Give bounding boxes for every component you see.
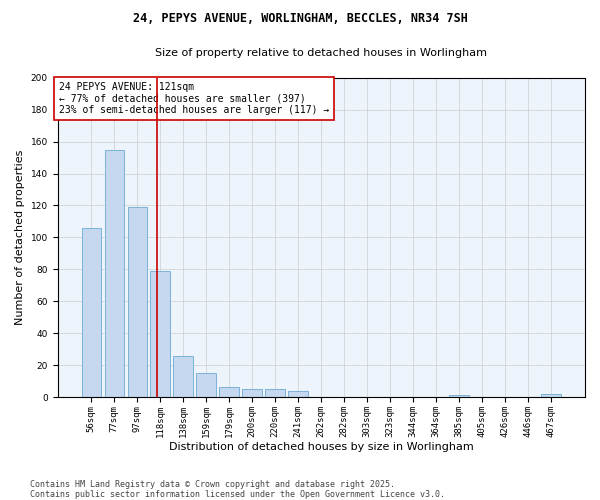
Bar — [128, 207, 147, 397]
Bar — [82, 228, 101, 397]
Text: 24 PEPYS AVENUE: 121sqm
← 77% of detached houses are smaller (397)
23% of semi-d: 24 PEPYS AVENUE: 121sqm ← 77% of detache… — [59, 82, 329, 115]
Y-axis label: Number of detached properties: Number of detached properties — [15, 150, 25, 325]
Bar — [541, 394, 561, 397]
X-axis label: Distribution of detached houses by size in Worlingham: Distribution of detached houses by size … — [169, 442, 473, 452]
Bar — [151, 271, 170, 397]
Bar — [173, 356, 193, 397]
Text: Contains HM Land Registry data © Crown copyright and database right 2025.
Contai: Contains HM Land Registry data © Crown c… — [30, 480, 445, 499]
Bar — [265, 389, 285, 397]
Bar — [289, 390, 308, 397]
Bar — [449, 396, 469, 397]
Bar — [220, 388, 239, 397]
Title: Size of property relative to detached houses in Worlingham: Size of property relative to detached ho… — [155, 48, 487, 58]
Bar — [196, 373, 216, 397]
Bar — [242, 389, 262, 397]
Bar — [104, 150, 124, 397]
Text: 24, PEPYS AVENUE, WORLINGHAM, BECCLES, NR34 7SH: 24, PEPYS AVENUE, WORLINGHAM, BECCLES, N… — [133, 12, 467, 26]
